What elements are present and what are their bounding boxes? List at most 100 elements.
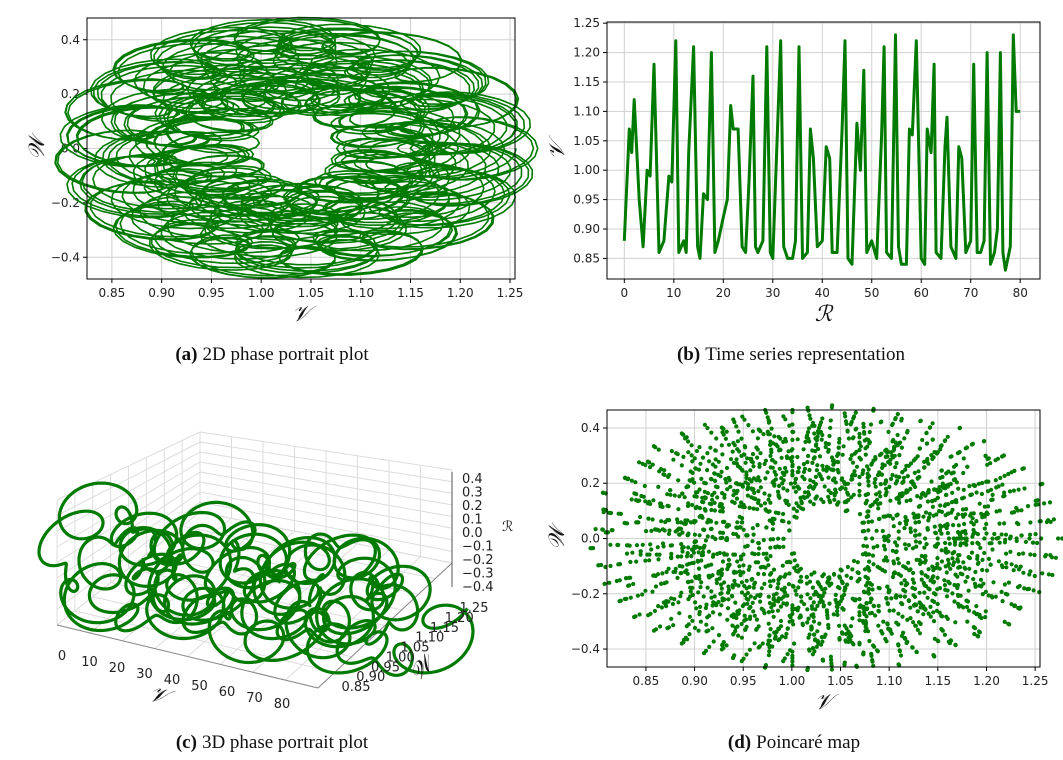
- poincare-point: [787, 423, 792, 428]
- poincare-point: [861, 424, 866, 430]
- poincare-point: [900, 614, 905, 619]
- poincare-point: [914, 544, 919, 549]
- poincare-point: [930, 564, 935, 569]
- poincare-point: [725, 487, 730, 492]
- poincare-point: [785, 626, 791, 631]
- poincare-point: [999, 532, 1004, 537]
- poincare-point: [767, 601, 773, 606]
- poincare-point: [964, 604, 970, 610]
- poincare-point: [813, 449, 818, 454]
- poincare-point: [670, 601, 676, 607]
- poincare-point: [980, 567, 985, 573]
- poincare-point: [683, 518, 688, 523]
- poincare-point: [704, 622, 709, 627]
- poincare-point: [832, 493, 837, 498]
- poincare-point: [861, 520, 867, 525]
- panel-c-ticks: 0 10 20 30 40 50 60 70 80 0.850.900.951.001.051.1…: [58, 472, 494, 712]
- poincare-point: [919, 571, 925, 576]
- poincare-point: [679, 554, 684, 559]
- poincare-point: [803, 439, 808, 444]
- poincare-point: [771, 592, 777, 598]
- x-tick-label: 80: [1013, 286, 1028, 300]
- poincare-point: [815, 434, 820, 439]
- poincare-point: [857, 640, 862, 645]
- poincare-point: [728, 457, 734, 462]
- poincare-point: [681, 637, 687, 642]
- poincare-point: [726, 597, 731, 602]
- poincare-point: [849, 633, 854, 639]
- poincare-point: [955, 451, 961, 456]
- poincare-point: [785, 455, 790, 461]
- poincare-point: [749, 479, 754, 484]
- x-tick-label: 40: [815, 286, 830, 300]
- y-tick-label: 0.4: [61, 33, 80, 47]
- poincare-point: [935, 536, 940, 541]
- poincare-point: [826, 488, 831, 493]
- poincare-point: [662, 468, 667, 473]
- poincare-point: [921, 580, 926, 586]
- poincare-point: [876, 516, 882, 522]
- poincare-point: [783, 465, 788, 471]
- poincare-point: [864, 583, 869, 588]
- poincare-point: [914, 650, 919, 655]
- poincare-point: [888, 513, 893, 519]
- poincare-point: [751, 464, 756, 469]
- poincare-point: [827, 583, 832, 588]
- poincare-point: [963, 536, 968, 541]
- y-tick-label: 1.00: [386, 650, 415, 665]
- poincare-point: [781, 486, 786, 491]
- poincare-point: [669, 449, 675, 454]
- poincare-point: [956, 559, 961, 564]
- poincare-point: [739, 621, 744, 627]
- poincare-point: [811, 479, 816, 484]
- poincare-point: [1030, 540, 1036, 545]
- poincare-point: [885, 601, 891, 607]
- poincare-point: [772, 630, 777, 635]
- poincare-point: [795, 437, 800, 442]
- poincare-point: [790, 603, 795, 608]
- poincare-point: [724, 643, 729, 648]
- poincare-point: [796, 486, 801, 491]
- poincare-point: [915, 609, 920, 614]
- poincare-point: [785, 593, 790, 598]
- x-tick-label: 1.10: [347, 286, 374, 300]
- poincare-point: [671, 569, 676, 575]
- poincare-point: [889, 631, 894, 636]
- poincare-point: [978, 577, 984, 582]
- poincare-point: [906, 598, 912, 603]
- poincare-point: [787, 528, 792, 533]
- poincare-point: [820, 599, 825, 604]
- poincare-point: [1035, 540, 1040, 546]
- poincare-point: [957, 425, 963, 430]
- poincare-point: [772, 517, 777, 522]
- poincare-point: [649, 528, 654, 534]
- poincare-point: [690, 592, 696, 598]
- poincare-point: [984, 531, 989, 536]
- poincare-point: [750, 539, 755, 544]
- poincare-point: [806, 492, 812, 497]
- poincare-point: [944, 483, 949, 488]
- poincare-point: [883, 636, 888, 642]
- poincare-point: [685, 637, 690, 642]
- poincare-point: [715, 495, 720, 500]
- poincare-point: [971, 577, 976, 582]
- poincare-point: [750, 526, 756, 531]
- poincare-point: [748, 604, 753, 610]
- poincare-point: [641, 494, 646, 499]
- poincare-point: [851, 642, 856, 647]
- poincare-point: [660, 527, 666, 532]
- poincare-point: [778, 604, 784, 609]
- poincare-point: [813, 496, 818, 501]
- poincare-point: [899, 581, 904, 586]
- poincare-point: [989, 497, 994, 503]
- poincare-point: [1006, 580, 1012, 585]
- poincare-point: [855, 579, 860, 584]
- poincare-point: [863, 501, 868, 506]
- poincare-point: [781, 439, 786, 444]
- poincare-point: [951, 562, 956, 568]
- poincare-point: [1009, 510, 1015, 515]
- poincare-point: [756, 571, 761, 577]
- poincare-point: [680, 491, 685, 496]
- poincare-point: [917, 540, 923, 545]
- poincare-point: [942, 578, 947, 583]
